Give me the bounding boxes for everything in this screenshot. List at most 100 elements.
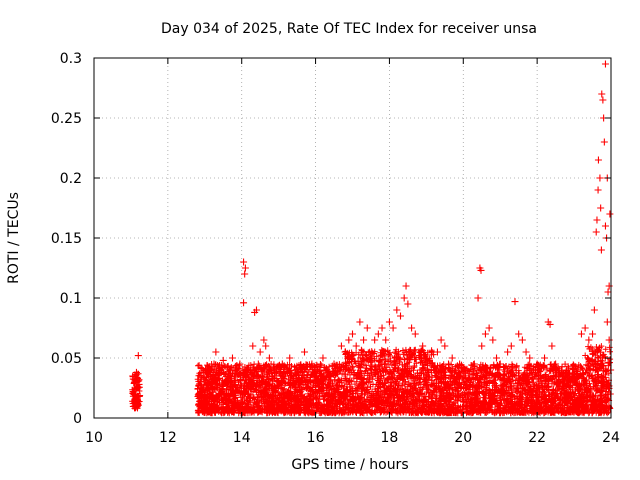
data-point — [594, 156, 602, 164]
data-point — [360, 336, 368, 344]
data-point — [262, 342, 270, 350]
data-point — [282, 390, 290, 398]
data-point — [195, 390, 203, 398]
data-point — [474, 294, 482, 302]
x-tick-label: 20 — [454, 430, 472, 446]
data-point — [601, 222, 609, 230]
x-tick-label: 12 — [159, 430, 177, 446]
data-point — [529, 366, 537, 374]
data-point — [552, 360, 560, 368]
x-tick-label: 24 — [602, 430, 620, 446]
data-point — [596, 174, 604, 182]
data-point — [260, 336, 268, 344]
data-point — [352, 342, 360, 350]
grid-layer — [94, 58, 611, 418]
data-point — [481, 330, 489, 338]
x-tick-label: 16 — [307, 430, 325, 446]
data-point — [210, 360, 218, 368]
data-point — [232, 366, 240, 374]
data-point — [546, 320, 554, 328]
data-point — [537, 372, 545, 380]
data-point — [319, 354, 327, 362]
data-point — [312, 372, 320, 380]
data-point — [493, 354, 501, 362]
data-point — [463, 366, 471, 374]
data-point — [131, 378, 139, 386]
data-point — [345, 336, 353, 344]
data-point — [533, 360, 541, 368]
data-point — [594, 186, 602, 194]
x-axis-label: GPS time / hours — [291, 457, 408, 473]
data-point — [577, 330, 585, 338]
data-point — [245, 378, 253, 386]
x-tick-label: 10 — [85, 430, 103, 446]
data-point — [132, 384, 140, 392]
data-point — [349, 330, 356, 338]
data-point — [203, 384, 211, 392]
data-point — [605, 282, 613, 290]
data-point — [275, 378, 283, 386]
data-point — [598, 90, 606, 98]
data-point — [526, 354, 534, 362]
data-point — [252, 306, 260, 314]
data-point — [367, 354, 375, 362]
data-point — [129, 388, 137, 396]
data-point — [199, 396, 207, 404]
y-tick-label: 0.25 — [51, 111, 82, 127]
data-point — [430, 366, 438, 374]
data-point — [599, 96, 607, 104]
data-point — [216, 368, 224, 376]
data-point — [323, 366, 331, 374]
data-point — [241, 270, 249, 278]
data-point — [555, 366, 563, 374]
data-point — [467, 378, 475, 386]
data-point — [378, 324, 386, 332]
data-point — [236, 360, 244, 368]
data-point — [240, 299, 248, 307]
data-point — [243, 366, 251, 374]
data-point — [241, 264, 249, 272]
data-point — [341, 348, 349, 356]
data-point — [452, 366, 460, 374]
data-point — [426, 360, 434, 368]
y-tick-label: 0.3 — [60, 51, 82, 67]
data-point — [590, 306, 598, 314]
y-tick-label: 0.1 — [60, 291, 82, 307]
data-point — [228, 354, 236, 362]
axis-ticks: 10 12 14 16 18 20 22 24 0 0.05 0.1 0.15 0.2 0.25 0.3 — [51, 51, 620, 446]
data-point — [256, 348, 264, 356]
data-point — [264, 372, 272, 380]
data-point — [300, 348, 308, 356]
data-point — [496, 360, 504, 368]
data-point — [589, 330, 597, 338]
data-point — [574, 366, 582, 374]
data-point — [385, 318, 393, 326]
data-point — [592, 228, 600, 236]
data-point — [134, 392, 142, 400]
data-point — [606, 210, 614, 218]
data-point — [504, 348, 512, 356]
data-point — [459, 372, 467, 380]
data-point — [278, 360, 286, 368]
data-point — [548, 342, 556, 350]
data-point — [404, 300, 412, 308]
data-point — [214, 384, 222, 392]
data-point — [225, 396, 233, 404]
data-point — [500, 366, 508, 374]
data-point — [408, 324, 416, 332]
data-point — [265, 354, 273, 362]
data-point — [604, 288, 612, 296]
data-point — [393, 306, 401, 314]
data-point — [563, 366, 571, 374]
x-tick-label: 14 — [233, 430, 251, 446]
data-point — [337, 342, 345, 350]
data-point — [289, 372, 297, 380]
data-point — [240, 258, 248, 266]
data-point — [597, 204, 605, 212]
data-point — [441, 342, 449, 350]
data-point — [507, 342, 515, 350]
data-point — [522, 348, 530, 356]
data-point — [559, 372, 567, 380]
data-point — [129, 372, 137, 380]
